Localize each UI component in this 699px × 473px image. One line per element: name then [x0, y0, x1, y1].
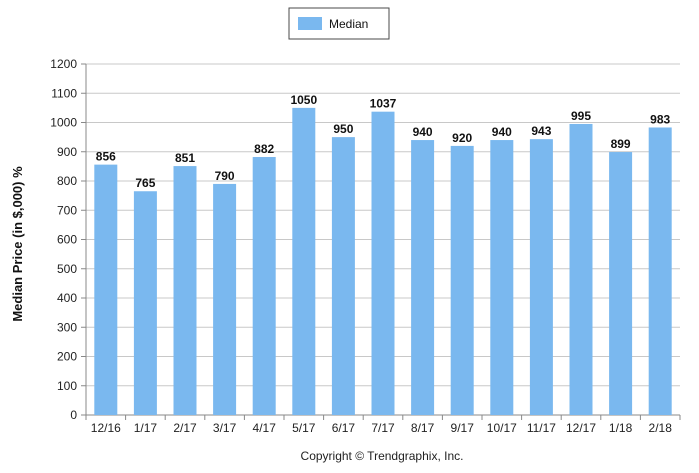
y-tick-label: 100	[57, 379, 77, 393]
y-tick-label: 1000	[50, 116, 77, 130]
bar	[450, 145, 474, 415]
value-label: 943	[531, 124, 551, 138]
value-label: 1050	[290, 93, 317, 107]
copyright-text: Copyright © Trendgraphix, Inc.	[301, 449, 464, 463]
legend-swatch	[298, 17, 322, 30]
y-tick-label: 600	[57, 233, 77, 247]
y-tick-label: 400	[57, 291, 77, 305]
y-tick-label: 900	[57, 145, 77, 159]
y-tick-label: 500	[57, 262, 77, 276]
value-label: 856	[96, 150, 116, 164]
value-label: 790	[215, 169, 235, 183]
x-tick-label: 5/17	[292, 421, 316, 435]
x-tick-label: 2/18	[649, 421, 673, 435]
bar	[490, 140, 514, 416]
bar	[173, 166, 197, 415]
y-tick-labels: 0 100 200 300 400 500 600 700 800 900 1000 1100 1200	[50, 57, 77, 422]
bars	[94, 107, 672, 416]
y-tick-label: 700	[57, 203, 77, 217]
value-label: 940	[492, 125, 512, 139]
x-tick-label: 7/17	[371, 421, 395, 435]
x-tick-label: 1/18	[609, 421, 633, 435]
y-tick-label: 0	[70, 408, 77, 422]
bar	[331, 137, 355, 415]
x-tick-label: 12/17	[566, 421, 596, 435]
value-label: 1037	[370, 97, 397, 111]
value-label: 765	[135, 176, 155, 190]
value-label: 851	[175, 151, 195, 165]
value-label: 950	[333, 122, 353, 136]
value-label: 882	[254, 142, 274, 156]
y-tick-label: 800	[57, 174, 77, 188]
x-tick-label: 11/17	[527, 421, 556, 435]
y-tick-label: 300	[57, 320, 77, 334]
bar	[529, 139, 553, 416]
x-tick-label: 4/17	[253, 421, 277, 435]
y-tick-label: 1200	[50, 57, 77, 71]
value-labels: 856 765 851 790 882 1050 950 1037 940 920 940 943 99…	[96, 93, 671, 190]
y-tick-label: 1100	[51, 86, 77, 100]
x-tick-label: 8/17	[411, 421, 435, 435]
legend: Median	[288, 7, 390, 40]
x-tick-label: 1/17	[134, 421, 158, 435]
value-label: 920	[452, 131, 472, 145]
value-label: 940	[413, 125, 433, 139]
bar	[94, 164, 118, 415]
bar	[609, 152, 633, 416]
bar	[648, 127, 672, 415]
x-tick-labels: 12/16 1/17 2/17 3/17 4/17 5/17 6/17 7/17 8/17 9/1…	[91, 421, 672, 435]
bar	[569, 123, 593, 416]
x-tick-label: 6/17	[332, 421, 356, 435]
x-tick-label: 2/17	[173, 421, 197, 435]
legend-label: Median	[329, 17, 368, 31]
x-tick-label: 12/16	[91, 421, 121, 435]
value-label: 899	[611, 137, 631, 151]
bar	[252, 157, 276, 415]
value-label: 983	[650, 112, 670, 126]
bar	[213, 183, 237, 415]
y-tick-label: 200	[57, 350, 77, 364]
bar	[133, 191, 157, 415]
value-label: 995	[571, 109, 591, 123]
x-tick-label: 9/17	[451, 421, 475, 435]
x-tick-label: 3/17	[213, 421, 237, 435]
x-tick-label: 10/17	[487, 421, 517, 435]
y-axis-title: Median Price (in $,000) %	[10, 166, 25, 322]
bar	[411, 140, 435, 416]
bar	[292, 107, 316, 415]
bar	[371, 111, 395, 416]
